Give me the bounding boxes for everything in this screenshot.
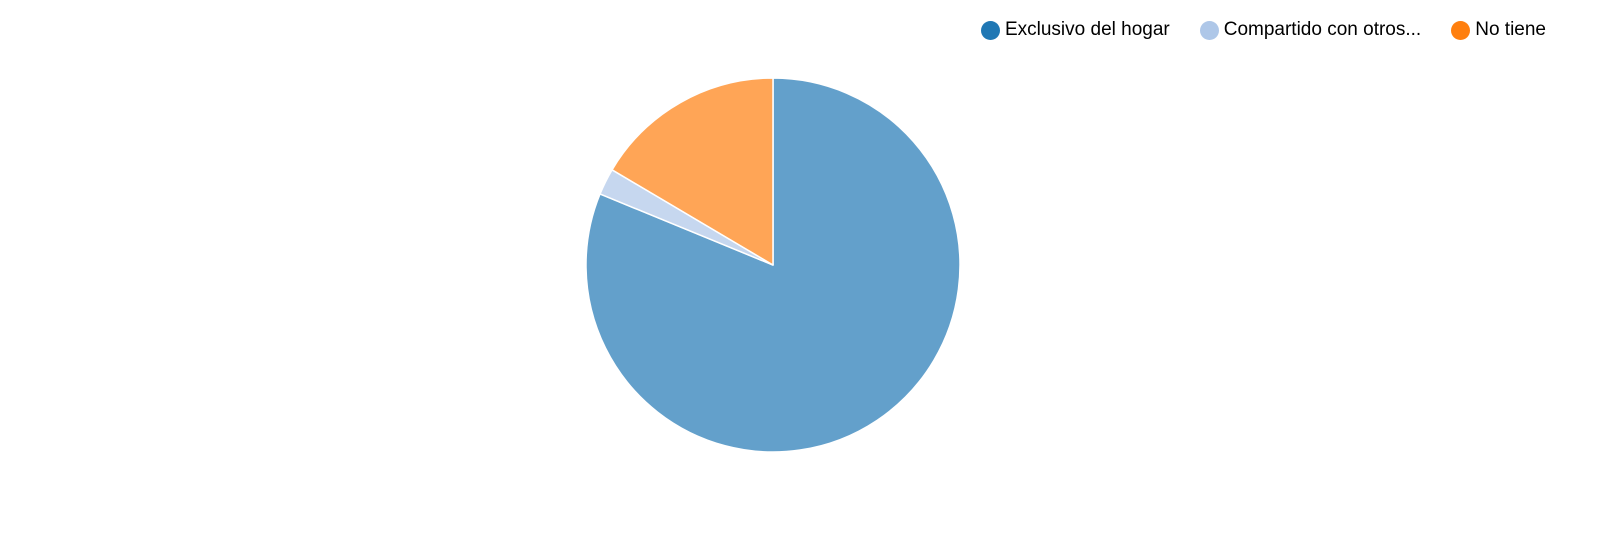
legend: Exclusivo del hogar Compartido con otros… (980, 19, 1546, 41)
legend-label-exclusivo-del-hogar: Exclusivo del hogar (1004, 19, 1170, 40)
legend-label-compartido-con-otros: Compartido con otros... (1223, 19, 1422, 40)
legend-swatch-compartido-con-otros (1199, 20, 1219, 40)
legend-label-no-tiene: No tiene (1475, 19, 1546, 40)
pie-slices (585, 77, 961, 453)
pie-slice-no-tiene[interactable] (611, 77, 774, 266)
legend-item-exclusivo-del-hogar[interactable]: Exclusivo del hogar (980, 19, 1170, 41)
legend-item-no-tiene[interactable]: No tiene (1451, 19, 1546, 41)
legend-swatch-no-tiene (1451, 20, 1471, 40)
legend-item-compartido-con-otros[interactable]: Compartido con otros... (1199, 19, 1422, 41)
legend-swatch-exclusivo-del-hogar (980, 20, 1000, 40)
